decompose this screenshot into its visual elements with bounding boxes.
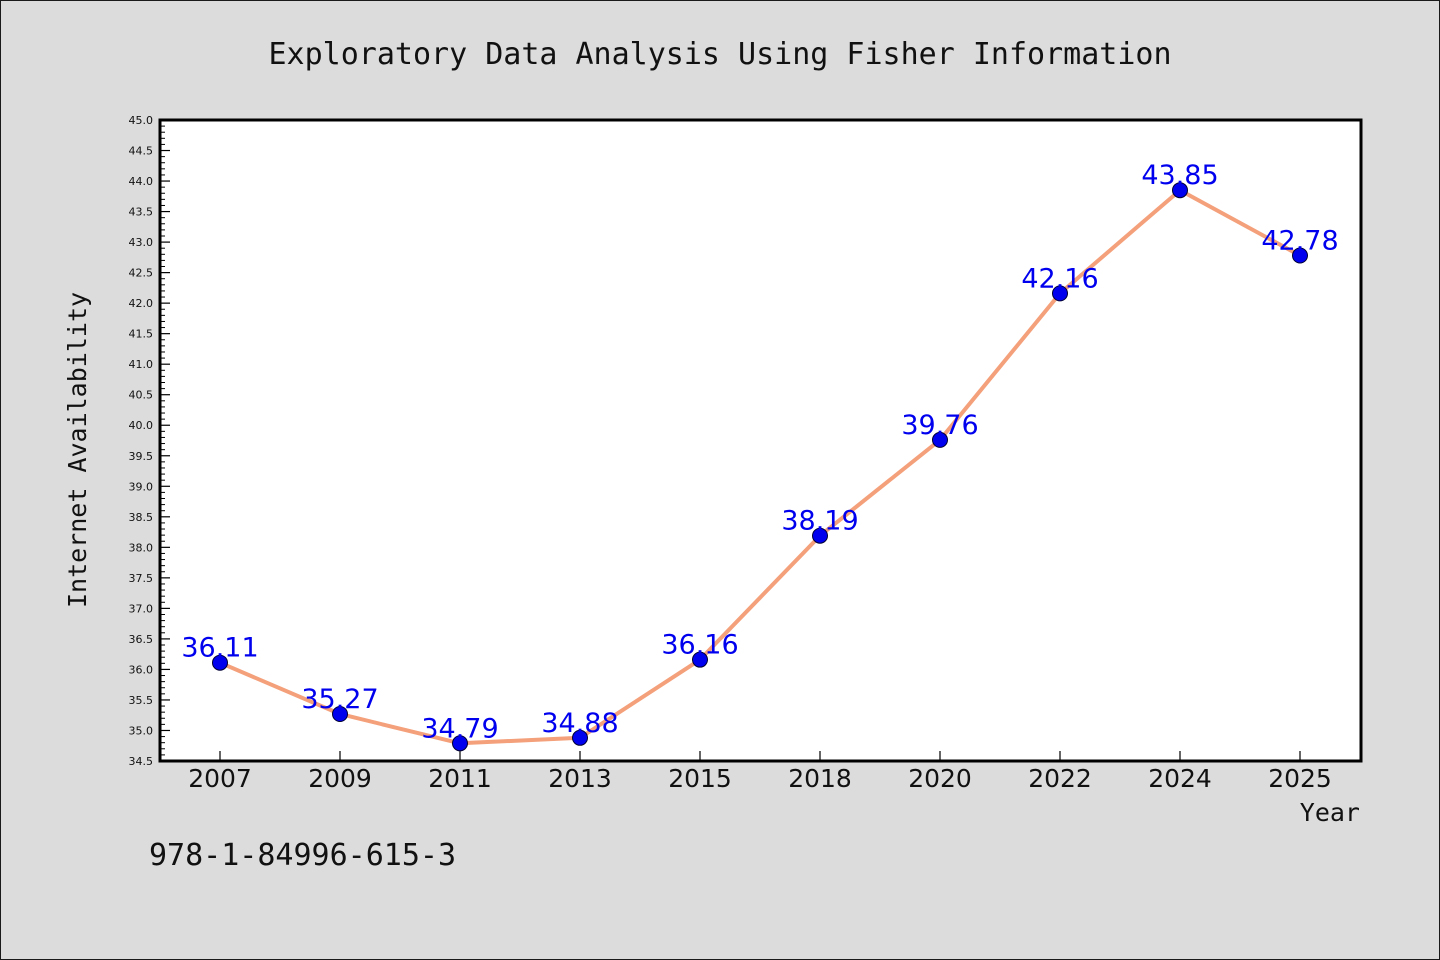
data-label: 34.88: [541, 708, 618, 739]
data-point: [692, 651, 708, 668]
y-tick-label: 40.0: [129, 419, 154, 432]
data-point: [212, 654, 228, 671]
x-axis-label: Year: [1300, 798, 1360, 827]
x-tick-label: 2011: [428, 764, 492, 793]
data-label: 36.16: [661, 630, 738, 661]
y-axis: 34.5 35.0 35.5 36.0 36.5 37.0 37.5 38.0 38.5 39.0…: [129, 114, 170, 768]
y-tick-label: 43.5: [129, 206, 154, 219]
x-tick-label: 2022: [1028, 764, 1092, 793]
y-tick-label: 34.5: [129, 755, 154, 768]
data-point: [452, 735, 468, 752]
y-tick-label: 39.5: [129, 450, 154, 463]
data-label: 39.76: [901, 410, 978, 441]
y-tick-label: 35.5: [129, 694, 154, 707]
data-label: 38.19: [781, 506, 858, 537]
series-markers: [212, 182, 1308, 752]
data-point: [1172, 182, 1188, 199]
y-tick-label: 37.0: [129, 602, 154, 615]
plot-area: [158, 118, 1363, 763]
x-tick-label: 2013: [548, 764, 612, 793]
series-line: [218, 188, 1302, 746]
x-tick-label: 2020: [908, 764, 972, 793]
x-tick-label: 2018: [788, 764, 852, 793]
y-tick-label: 37.5: [129, 572, 154, 585]
isbn-text: 978-1-84996-615-3: [149, 838, 456, 873]
data-label: 36.11: [181, 633, 258, 664]
data-labels: 36.11 35.27 34.79 34.88 36.16 38.19 39.76 42.16…: [181, 160, 1338, 744]
chart-title: Exploratory Data Analysis Using Fisher I…: [268, 37, 1171, 72]
x-tick-label: 2024: [1148, 764, 1212, 793]
data-label: 43.85: [1141, 160, 1218, 191]
y-tick-label: 44.5: [129, 145, 154, 158]
data-point: [812, 527, 828, 544]
x-tick-label: 2025: [1268, 764, 1332, 793]
y-tick-label: 38.0: [129, 541, 154, 554]
y-tick-label: 44.0: [129, 175, 154, 188]
data-label: 42.78: [1261, 226, 1338, 257]
data-point: [932, 431, 948, 448]
data-label: 35.27: [301, 684, 378, 715]
y-tick-label: 36.0: [129, 663, 154, 676]
y-tick-label: 35.0: [129, 724, 154, 737]
data-point: [1052, 285, 1068, 302]
x-tick-label: 2007: [188, 764, 252, 793]
y-tick-label: 45.0: [129, 114, 154, 127]
y-tick-label: 42.5: [129, 267, 154, 280]
y-tick-label: 41.5: [129, 328, 154, 341]
y-tick-label: 43.0: [129, 236, 154, 249]
data-label: 34.79: [421, 713, 498, 744]
x-tick-label: 2009: [308, 764, 372, 793]
y-tick-label: 39.0: [129, 480, 154, 493]
x-axis: 2007 2009 2011 2013 2015 2018 2020 2022 2024 2025: [188, 751, 1332, 793]
y-tick-label: 40.5: [129, 389, 154, 402]
y-tick-label: 42.0: [129, 297, 154, 310]
data-point: [332, 705, 348, 722]
y-tick-label: 36.5: [129, 633, 154, 646]
y-axis-label: Internet Availability: [63, 292, 92, 608]
y-tick-label: 38.5: [129, 511, 154, 524]
y-tick-label: 41.0: [129, 358, 154, 371]
x-tick-label: 2015: [668, 764, 732, 793]
series-polyline: [218, 188, 1302, 746]
data-point: [1292, 247, 1308, 264]
data-point: [572, 729, 588, 746]
data-label: 42.16: [1021, 263, 1098, 294]
